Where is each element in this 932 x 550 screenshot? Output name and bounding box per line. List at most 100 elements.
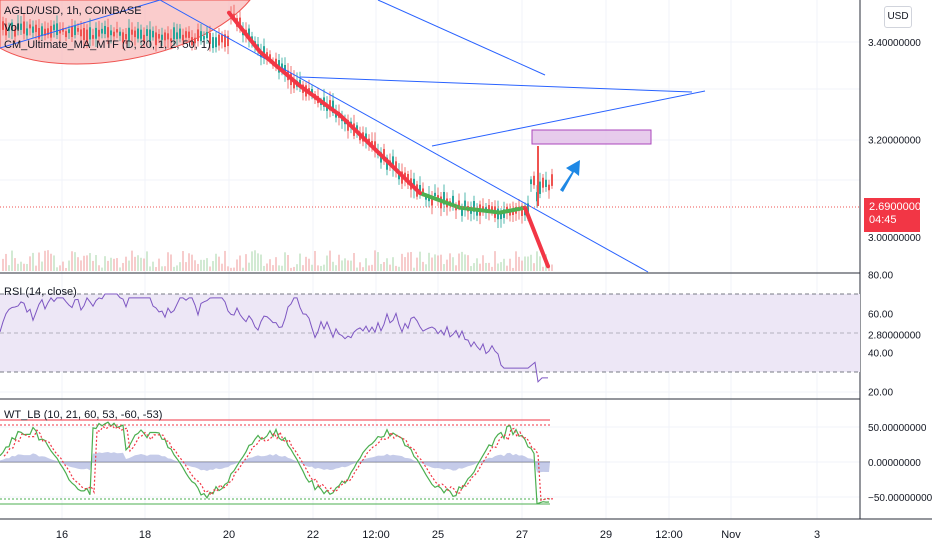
volume-bar — [74, 252, 76, 271]
wt-tick-label: 50.00000000 — [868, 423, 927, 434]
resistance-line[interactable] — [299, 76, 693, 93]
up-arrow-icon[interactable] — [560, 160, 580, 192]
volume-bar — [494, 251, 496, 271]
volume-bar — [389, 264, 391, 271]
volume-bar — [146, 251, 148, 271]
candle-body — [356, 125, 358, 131]
trend-lines[interactable] — [0, 0, 706, 273]
candle-body — [110, 30, 112, 36]
candle-body — [164, 32, 166, 41]
candle-body — [62, 28, 64, 32]
candle-body — [413, 178, 415, 190]
volume-bar — [227, 266, 229, 271]
volume-bar — [524, 256, 526, 271]
ma-indicator-legend[interactable]: CM_Ultimate_MA_MTF (D, 20, 1, 2, 50, 1) — [4, 39, 211, 51]
support-line[interactable] — [431, 90, 706, 147]
volume-bar — [452, 257, 454, 271]
candle-body — [419, 184, 421, 195]
candle-body — [500, 213, 502, 220]
volume-bar — [59, 265, 61, 271]
candle-body — [329, 100, 331, 111]
volume-bar — [185, 262, 187, 271]
countdown-timer: 04:45 — [869, 214, 897, 226]
price-tick-label: 2.80000000 — [868, 331, 921, 342]
candle-body — [32, 26, 34, 33]
volume-bar — [506, 265, 508, 271]
candle-body — [443, 191, 445, 205]
volume-bar — [464, 254, 466, 271]
candle-body — [182, 34, 184, 41]
volume-bar — [236, 259, 238, 271]
volume-bar — [512, 267, 514, 271]
candle-body — [464, 200, 466, 209]
volume-legend[interactable]: Vol — [4, 22, 20, 34]
candle-body — [332, 100, 334, 113]
time-axis[interactable]: 16 18 20 22 12:00 25 27 29 12:00 Nov 3 — [56, 529, 820, 541]
candle-body — [437, 195, 439, 199]
candle-body — [119, 31, 121, 36]
volume-bar — [455, 265, 457, 271]
volume-bar — [317, 265, 319, 271]
highlight-ellipse[interactable] — [0, 0, 251, 65]
volume-bar — [149, 266, 151, 271]
volume-bar — [140, 257, 142, 271]
volume-bar — [365, 258, 367, 271]
candle-body — [104, 25, 106, 35]
volume-bar — [92, 260, 94, 271]
volume-bar — [239, 255, 241, 271]
volume-bar — [467, 255, 469, 271]
currency-button[interactable]: USD — [884, 6, 912, 28]
candle-body — [545, 179, 547, 188]
volume-bar — [164, 266, 166, 271]
volume-bar — [308, 258, 310, 271]
volume-bar — [257, 253, 259, 271]
time-tick-label: 27 — [516, 529, 528, 541]
volume-bar — [419, 251, 421, 271]
candle-body — [137, 28, 139, 39]
volume-bar — [8, 265, 10, 271]
candle-body — [431, 196, 433, 206]
volume-bar — [335, 265, 337, 271]
volume-bar — [374, 250, 376, 271]
volume-bar — [155, 267, 157, 271]
volume-bar — [476, 258, 478, 271]
candle-body — [185, 31, 187, 38]
candle-body — [26, 28, 28, 36]
volume-bar — [503, 258, 505, 271]
candle-body — [194, 37, 196, 44]
volume-bar — [56, 267, 58, 271]
volume-bar — [122, 262, 124, 271]
target-box[interactable] — [531, 129, 652, 145]
volume-bar — [158, 258, 160, 271]
volume-bars — [2, 250, 553, 271]
candle-body — [452, 195, 454, 207]
last-price-value: 2.69000000 — [869, 201, 928, 213]
channel-lower-line[interactable] — [159, 0, 649, 273]
candle-body — [206, 31, 208, 39]
volume-bar — [410, 251, 412, 271]
volume-bar — [533, 263, 535, 271]
candle-body — [551, 174, 553, 186]
volume-bar — [107, 260, 109, 271]
channel-left-line[interactable] — [0, 0, 161, 49]
volume-bar — [311, 264, 313, 271]
volume-bar — [254, 250, 256, 271]
candle-body — [152, 30, 154, 38]
volume-bar — [314, 250, 316, 271]
candle-body — [530, 179, 532, 185]
rsi-legend[interactable]: RSI (14, close) — [4, 286, 77, 298]
volume-bar — [251, 251, 253, 271]
volume-bar — [281, 265, 283, 271]
price-axis[interactable]: 3.40000000 3.20000000 3.00000000 2.80000000… — [868, 38, 932, 504]
channel-upper-line[interactable] — [377, 0, 546, 76]
time-tick-label: 3 — [814, 529, 820, 541]
volume-bar — [209, 266, 211, 271]
volume-bar — [260, 254, 262, 271]
candle-body — [533, 175, 535, 186]
volume-bar — [326, 255, 328, 271]
symbol-legend[interactable]: AGLD/USD, 1h, COINBASE — [4, 5, 142, 17]
wt-legend[interactable]: WT_LB (10, 21, 60, 53, -60, -53) — [4, 409, 163, 421]
candle-body — [548, 184, 550, 191]
volume-bar — [29, 256, 31, 271]
